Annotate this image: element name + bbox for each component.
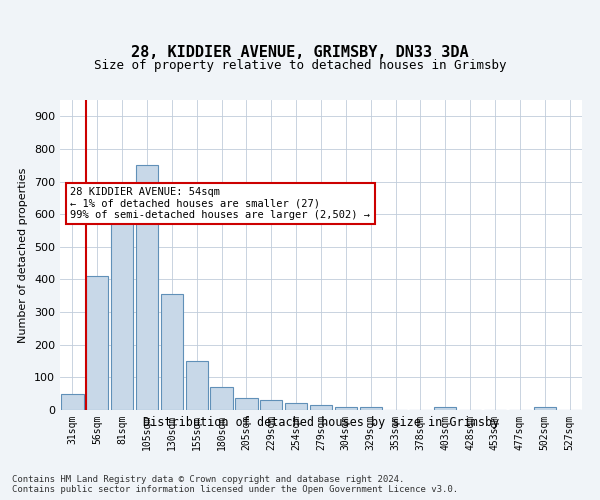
Text: Contains HM Land Registry data © Crown copyright and database right 2024.: Contains HM Land Registry data © Crown c… <box>12 476 404 484</box>
Bar <box>161 294 183 410</box>
Bar <box>260 400 283 410</box>
Text: Distribution of detached houses by size in Grimsby: Distribution of detached houses by size … <box>143 416 499 429</box>
Bar <box>235 398 257 410</box>
Text: Size of property relative to detached houses in Grimsby: Size of property relative to detached ho… <box>94 58 506 71</box>
Bar <box>285 404 307 410</box>
Bar <box>211 387 233 410</box>
Bar <box>335 406 357 410</box>
Bar <box>434 406 457 410</box>
Text: 28, KIDDIER AVENUE, GRIMSBY, DN33 3DA: 28, KIDDIER AVENUE, GRIMSBY, DN33 3DA <box>131 45 469 60</box>
Y-axis label: Number of detached properties: Number of detached properties <box>19 168 28 342</box>
Bar <box>61 394 83 410</box>
Bar <box>533 406 556 410</box>
Text: 28 KIDDIER AVENUE: 54sqm
← 1% of detached houses are smaller (27)
99% of semi-de: 28 KIDDIER AVENUE: 54sqm ← 1% of detache… <box>70 187 370 220</box>
Bar <box>86 276 109 410</box>
Bar <box>359 408 382 410</box>
Bar <box>185 361 208 410</box>
Text: Contains public sector information licensed under the Open Government Licence v3: Contains public sector information licen… <box>12 486 458 494</box>
Bar <box>136 166 158 410</box>
Bar <box>310 405 332 410</box>
Bar <box>111 192 133 410</box>
